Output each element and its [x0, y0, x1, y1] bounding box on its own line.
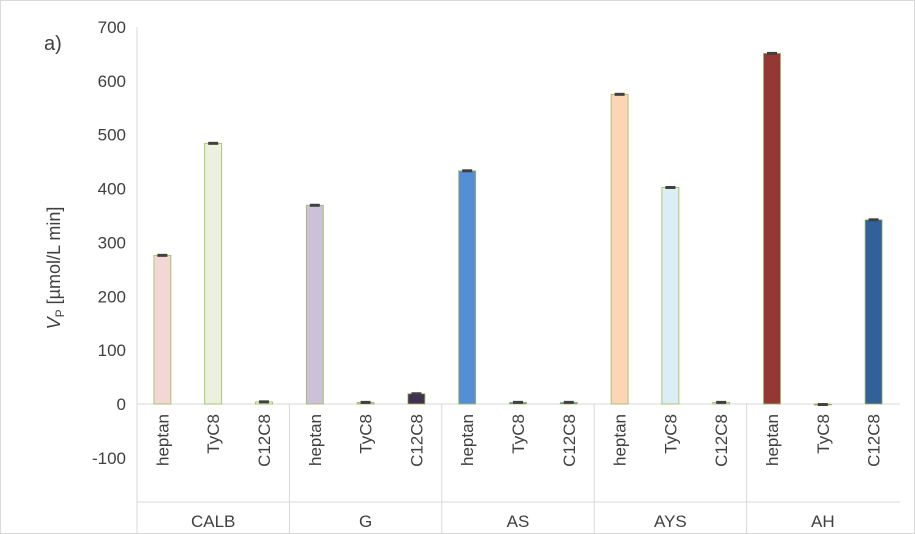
x-group-label: G: [359, 512, 372, 531]
bar: [864, 219, 883, 405]
y-tick-label: 100: [98, 341, 126, 360]
x-category-label: C12C8: [865, 414, 884, 467]
y-tick-label: 200: [98, 287, 126, 306]
x-group-labels: CALB G AS AYS AH: [191, 512, 835, 531]
bar: [458, 170, 477, 405]
x-category-labels: heptan TyC8 C12C8 heptan TyC8 C12C8 heptan TyC8…: [153, 414, 883, 467]
bar: [610, 93, 629, 405]
x-category-label: heptan: [458, 414, 477, 466]
x-category-label: heptan: [306, 414, 325, 466]
error-bars: [157, 51, 879, 407]
x-category-label: TyC8: [204, 414, 223, 454]
x-category-label: TyC8: [509, 414, 528, 454]
bar: [407, 393, 426, 405]
x-category-label: C12C8: [560, 414, 579, 467]
x-group-label: AYS: [654, 512, 687, 531]
bar: [153, 254, 172, 405]
x-category-label: C12C8: [255, 414, 274, 467]
x-group-label: AH: [811, 512, 835, 531]
y-tick-label: 700: [98, 18, 126, 37]
x-category-label: heptan: [153, 414, 172, 466]
y-tick-label: -100: [92, 449, 126, 468]
y-tick-label: 0: [117, 395, 126, 414]
x-category-label: heptan: [611, 414, 630, 466]
x-category-label: TyC8: [814, 414, 833, 454]
y-tick-label: 500: [98, 126, 126, 145]
x-category-label: C12C8: [407, 414, 426, 467]
x-category-label: C12C8: [712, 414, 731, 467]
x-category-label: TyC8: [661, 414, 680, 454]
bar: [763, 52, 781, 405]
x-category-label: heptan: [763, 414, 782, 466]
panel-label: a): [44, 33, 62, 55]
y-axis-label: VP [µmol/L min]: [44, 207, 67, 330]
bar: [661, 187, 680, 405]
y-tick-label: 600: [98, 72, 126, 91]
x-group-label: CALB: [191, 512, 235, 531]
bar: [204, 142, 223, 405]
y-tick-labels: -100 0 100 200 300 400 500 600 700: [92, 18, 126, 468]
y-tick-label: 300: [98, 233, 126, 252]
x-category-label: TyC8: [357, 414, 376, 454]
bar: [305, 204, 324, 405]
x-group-label: AS: [507, 512, 530, 531]
y-tick-label: 400: [98, 180, 126, 199]
